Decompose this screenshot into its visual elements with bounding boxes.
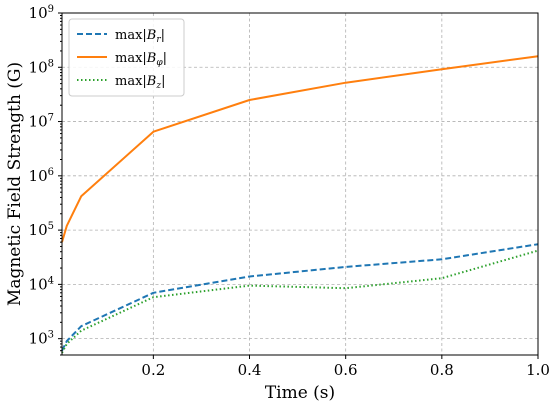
y-tick-base: 10 bbox=[29, 221, 48, 239]
x-tick-label: 0.8 bbox=[430, 361, 454, 379]
y-tick-exponent: 4 bbox=[48, 275, 54, 286]
x-tick-label: 1.0 bbox=[526, 361, 550, 379]
y-tick-label: 107 bbox=[29, 113, 54, 131]
x-tick-label: 0.2 bbox=[141, 361, 165, 379]
legend-label-3: max|Bz| bbox=[115, 74, 166, 91]
y-tick-exponent: 3 bbox=[48, 330, 54, 341]
y-tick-base: 10 bbox=[29, 4, 48, 22]
series-line-1 bbox=[61, 243, 539, 352]
y-tick-base: 10 bbox=[29, 113, 48, 131]
legend-label-1: max|Br| bbox=[115, 28, 165, 45]
y-tick-exponent: 7 bbox=[48, 113, 54, 124]
y-tick-base: 10 bbox=[29, 330, 48, 348]
series-line-3 bbox=[61, 249, 539, 354]
y-tick-base: 10 bbox=[29, 58, 48, 76]
y-tick-base: 10 bbox=[29, 167, 48, 185]
y-tick-base: 10 bbox=[29, 275, 48, 293]
y-tick-label: 109 bbox=[29, 4, 54, 22]
y-tick-exponent: 6 bbox=[48, 167, 54, 178]
y-axis-label: Magnetic Field Strength (G) bbox=[5, 62, 25, 306]
y-tick-label: 103 bbox=[29, 330, 54, 348]
series-layer bbox=[61, 55, 539, 354]
y-tick-label: 106 bbox=[29, 167, 54, 185]
y-tick-exponent: 9 bbox=[48, 4, 54, 15]
x-tick-label: 0.4 bbox=[238, 361, 262, 379]
legend: max|Br| max|Bφ| max|Bz| bbox=[68, 18, 185, 97]
y-tick-exponent: 5 bbox=[48, 221, 54, 232]
x-tick-label: 0.6 bbox=[334, 361, 358, 379]
y-tick-label: 104 bbox=[29, 275, 54, 293]
y-tick-label: 105 bbox=[29, 221, 54, 239]
legend-box bbox=[68, 18, 185, 97]
x-axis-label: Time (s) bbox=[265, 383, 335, 403]
series-line-2 bbox=[61, 55, 539, 243]
legend-label-2: max|Bφ| bbox=[115, 51, 167, 68]
y-tick-exponent: 8 bbox=[48, 58, 54, 69]
y-tick-label: 108 bbox=[29, 58, 54, 76]
x-axis-ticks: 0.2 0.4 0.6 0.8 1.0 bbox=[141, 355, 550, 379]
